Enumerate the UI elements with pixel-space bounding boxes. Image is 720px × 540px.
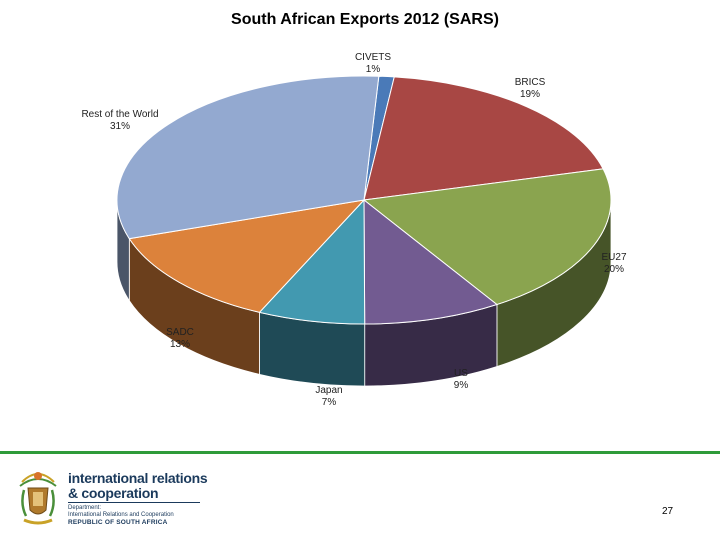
pie-slice-brics	[363, 76, 604, 201]
pie-slice-us	[363, 198, 498, 325]
slice-label-civets: CIVETS 1%	[355, 52, 391, 76]
slice-label-eu27: EU27 20%	[601, 252, 626, 276]
footer-rule	[0, 451, 720, 454]
slice-name-civets: CIVETS	[354, 52, 392, 63]
slice-name-rest-of-world: Rest of the World	[81, 109, 159, 120]
logo-text-country: REPUBLIC OF SOUTH AFRICA	[68, 519, 168, 526]
slice-name-japan: Japan	[315, 385, 343, 396]
slice-name-eu27: EU27	[601, 252, 627, 263]
slice-value-civets: 1%	[365, 64, 381, 75]
coat-of-arms-icon	[19, 472, 57, 525]
slice-label-us: US 9%	[454, 368, 468, 392]
slice-label-rest-of-world: Rest of the World 31%	[81, 109, 158, 133]
page-number: 27	[662, 506, 674, 517]
slice-value-eu27: 20%	[603, 264, 625, 275]
pie-slice-sadc	[128, 199, 366, 313]
slice-value-us: 9%	[453, 380, 469, 391]
logo-text-line2: & cooperation	[68, 485, 159, 501]
slice-value-sadc: 13%	[169, 339, 191, 350]
chart-title: South African Exports 2012 (SARS)	[231, 11, 499, 28]
slice-value-japan: 7%	[321, 397, 337, 408]
pie-chart	[116, 75, 612, 387]
slice-label-sadc: SADC 13%	[166, 327, 194, 351]
slice-name-us: US	[454, 368, 468, 379]
slice-value-brics: 19%	[519, 89, 540, 100]
pie-slice-japan	[258, 198, 366, 325]
logo-divider	[68, 502, 200, 503]
logo-text-department: Department:	[68, 505, 102, 511]
department-logo: international relations & cooperation De…	[10, 462, 210, 532]
slice-name-brics: BRICS	[514, 77, 546, 88]
slice-value-rest-of-world: 31%	[109, 121, 131, 132]
slice-label-japan: Japan 7%	[315, 385, 342, 409]
logo-text-line1: international relations	[68, 470, 208, 486]
slice-name-sadc: SADC	[166, 327, 194, 338]
pie-slice-eu27	[362, 168, 612, 306]
logo-text-department-name: International Relations and Cooperation	[68, 512, 174, 518]
slice-label-brics: BRICS 19%	[515, 77, 546, 101]
pie-slice-rest-of-the-world	[116, 75, 380, 240]
